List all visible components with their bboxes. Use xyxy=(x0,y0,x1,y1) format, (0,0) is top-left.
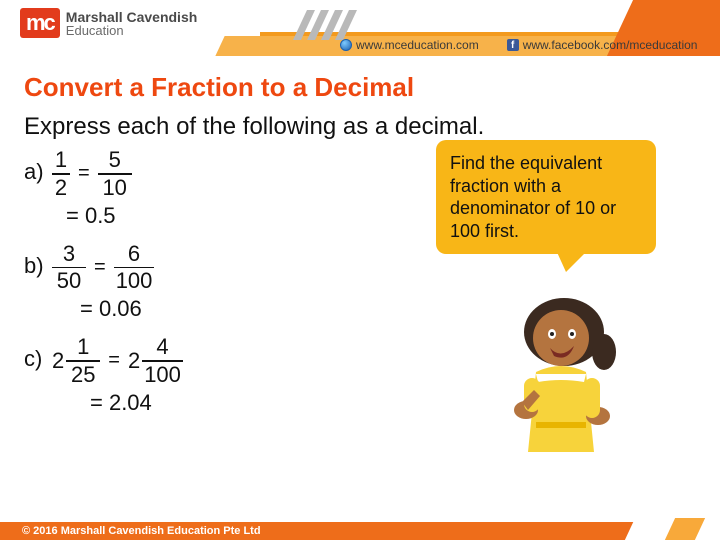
problem-a-label: a) xyxy=(24,149,52,185)
web-url: www.mceducation.com xyxy=(356,38,479,52)
content: Convert a Fraction to a Decimal Express … xyxy=(24,72,696,416)
equals-sign: = xyxy=(94,256,106,279)
facebook-link[interactable]: f www.facebook.com/mceducation xyxy=(507,38,698,52)
facebook-url: www.facebook.com/mceducation xyxy=(523,38,698,52)
hint-speech-bubble: Find the equivalent fraction with a deno… xyxy=(436,140,656,254)
problem-b-label: b) xyxy=(24,243,52,279)
mixed-number: 2 4100 xyxy=(128,336,183,386)
instruction: Express each of the following as a decim… xyxy=(24,113,696,141)
copyright: © 2016 Marshall Cavendish Education Pte … xyxy=(22,525,261,537)
fraction: 350 xyxy=(52,243,86,293)
problem-a-equation: 12 = 510 xyxy=(52,149,132,199)
equals-sign: = xyxy=(108,349,120,372)
fraction: 125 xyxy=(66,336,100,386)
problem-b-equation: 350 = 6100 xyxy=(52,243,154,293)
problem-c-equation: 2 125 = 2 4100 xyxy=(52,336,183,386)
header: mc Marshall Cavendish Education www.mced… xyxy=(0,0,720,60)
problem-c-label: c) xyxy=(24,336,52,372)
header-links: www.mceducation.com f www.facebook.com/m… xyxy=(340,38,697,52)
student-character-icon xyxy=(486,282,636,462)
mixed-number: 2 125 xyxy=(52,336,100,386)
page-title: Convert a Fraction to a Decimal xyxy=(24,72,696,103)
fraction: 12 xyxy=(52,149,70,199)
web-link[interactable]: www.mceducation.com xyxy=(340,38,479,52)
equals-sign: = xyxy=(78,162,90,185)
fraction: 4100 xyxy=(142,336,183,386)
footer: © 2016 Marshall Cavendish Education Pte … xyxy=(0,518,720,540)
slash-decor xyxy=(300,10,350,40)
fraction: 510 xyxy=(98,149,132,199)
facebook-icon: f xyxy=(507,39,519,51)
globe-icon xyxy=(340,39,352,51)
logo-line1: Marshall Cavendish xyxy=(66,10,198,24)
fraction: 6100 xyxy=(114,243,155,293)
